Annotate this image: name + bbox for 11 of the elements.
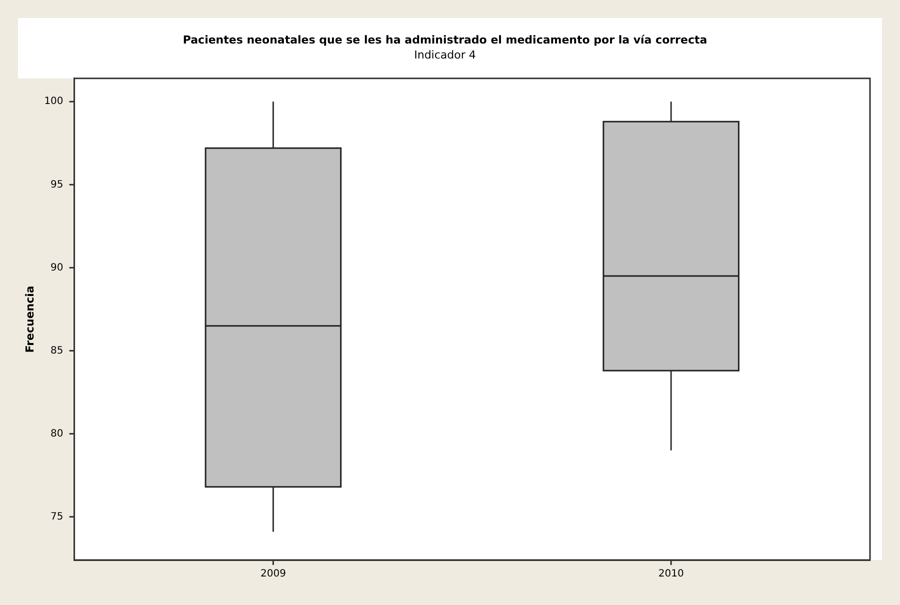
- x-tick-label: 2010: [658, 568, 684, 580]
- y-tick-label: 85: [50, 345, 64, 356]
- y-tick-label: 90: [50, 262, 64, 274]
- y-axis-title: Frecuencia: [23, 286, 36, 353]
- y-tick-label: 100: [44, 96, 64, 108]
- x-tick-label: 2009: [260, 568, 286, 580]
- y-tick-label: 95: [50, 179, 64, 190]
- chart-subtitle: Indicador 4: [414, 48, 476, 62]
- chart-title: Pacientes neonatales que se les ha administrado el medicamento por la vía correcta: [182, 33, 708, 46]
- y-tick-label: 80: [50, 428, 64, 440]
- y-tick-label: 75: [50, 511, 64, 522]
